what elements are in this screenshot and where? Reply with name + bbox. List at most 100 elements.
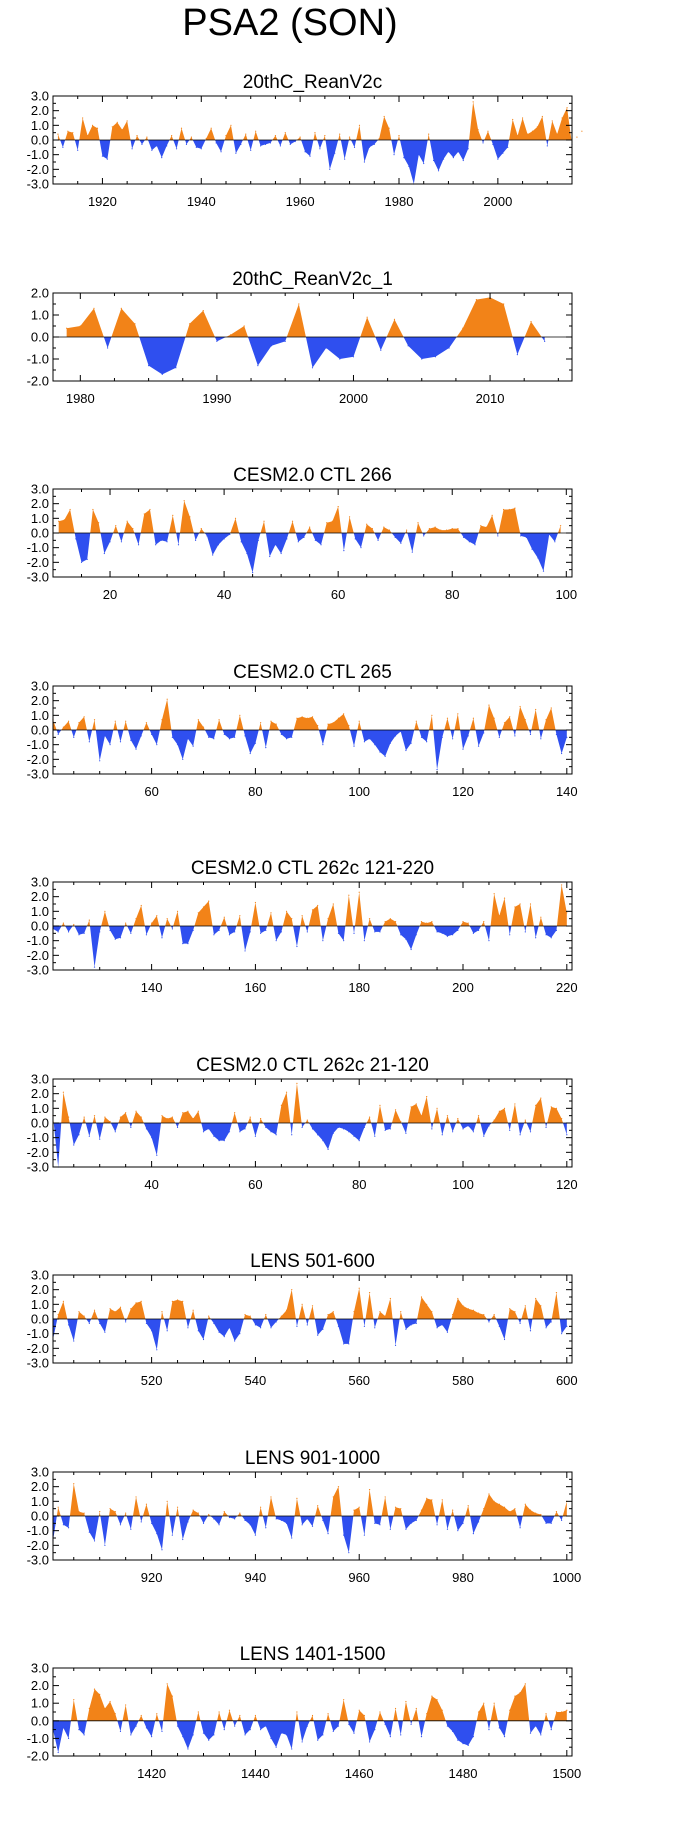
data-point <box>265 1526 267 1528</box>
data-point <box>67 130 69 132</box>
x-tick-label: 920 <box>141 1570 163 1585</box>
data-point <box>225 135 227 137</box>
data-point <box>535 708 537 710</box>
data-point <box>474 544 476 546</box>
data-point <box>291 918 293 920</box>
data-point <box>348 1343 350 1345</box>
data-point <box>114 1713 116 1715</box>
data-point <box>202 309 204 311</box>
data-point <box>73 1699 75 1701</box>
data-point <box>145 1727 148 1729</box>
data-point <box>205 137 207 140</box>
data-point <box>311 1127 314 1129</box>
y-tick-label: 2.0 <box>31 1678 49 1693</box>
data-point <box>334 152 336 154</box>
data-point <box>368 1488 371 1490</box>
data-point <box>498 1727 500 1729</box>
data-point <box>161 157 163 159</box>
data-point <box>488 940 490 942</box>
data-point <box>223 1510 225 1512</box>
data-point <box>480 525 482 527</box>
y-tick-label: -3.0 <box>27 1159 49 1174</box>
data-point <box>291 1536 293 1539</box>
data-point <box>250 149 252 151</box>
y-tick-label: 3.0 <box>31 1071 49 1086</box>
x-tick-label: 200 <box>452 980 474 995</box>
data-point <box>109 929 111 931</box>
y-tick-label: -2.0 <box>27 373 49 388</box>
data-point <box>331 520 334 522</box>
data-point <box>467 148 469 150</box>
y-tick-label: -2.0 <box>27 948 49 963</box>
data-point <box>156 145 158 147</box>
data-point <box>135 747 137 750</box>
data-point <box>317 1133 319 1135</box>
data-point <box>145 1127 148 1129</box>
data-point <box>135 1110 137 1112</box>
data-point <box>545 934 547 936</box>
data-point <box>62 1300 64 1302</box>
data-point <box>358 124 361 126</box>
data-point <box>457 929 459 931</box>
data-point <box>379 1523 381 1525</box>
data-point <box>306 1517 308 1520</box>
data-point <box>317 1739 319 1741</box>
data-point <box>93 307 95 309</box>
data-point <box>239 915 241 917</box>
y-tick-label: 2.0 <box>31 1282 49 1297</box>
data-point <box>343 712 345 714</box>
data-point <box>62 1523 64 1525</box>
data-point <box>286 538 288 540</box>
data-point <box>508 508 510 511</box>
chart-panel: CESM2.0 CTL 262c 21-1203.02.01.00.0-1.0-… <box>27 1055 578 1192</box>
y-tick-label: 1.0 <box>31 1493 49 1508</box>
x-tick-label: 1460 <box>345 1766 374 1781</box>
data-point <box>208 1127 210 1129</box>
data-point <box>314 539 316 541</box>
data-point <box>135 1725 137 1727</box>
data-point <box>446 1528 449 1530</box>
data-point <box>405 1700 407 1703</box>
data-point <box>344 158 346 160</box>
data-point <box>66 327 68 329</box>
data-point <box>436 768 438 770</box>
data-point <box>498 736 500 738</box>
data-point <box>202 1130 205 1132</box>
data-point <box>301 1303 303 1305</box>
data-point <box>383 115 385 118</box>
data-point <box>327 723 329 725</box>
data-point <box>187 1110 189 1112</box>
data-point <box>197 1110 199 1112</box>
data-point <box>561 884 563 886</box>
data-point <box>451 528 453 530</box>
data-point <box>426 1713 428 1715</box>
data-point <box>306 931 308 933</box>
x-tick-label: 20 <box>103 587 117 602</box>
data-point <box>254 1135 257 1137</box>
data-point <box>358 1506 360 1508</box>
data-point <box>488 1124 490 1127</box>
data-point <box>285 1091 288 1093</box>
y-tick-label: -1.0 <box>27 540 49 555</box>
positive-area <box>66 296 545 337</box>
data-point <box>441 1709 443 1711</box>
data-point <box>140 734 142 736</box>
data-point <box>135 1495 137 1498</box>
data-point <box>327 1532 329 1534</box>
data-point <box>130 1528 132 1530</box>
data-point <box>151 922 153 924</box>
data-point <box>514 1102 516 1105</box>
data-point <box>332 1311 334 1313</box>
y-tick-label: -2.0 <box>27 162 49 177</box>
data-point <box>420 1509 423 1511</box>
data-point <box>566 107 568 109</box>
data-point <box>86 558 88 560</box>
data-point <box>228 1709 231 1711</box>
data-point <box>540 916 542 918</box>
data-point <box>405 1528 407 1530</box>
data-point <box>220 151 222 153</box>
data-point <box>67 1737 70 1739</box>
data-point <box>400 730 402 732</box>
y-tick-label: 1.0 <box>31 707 49 722</box>
data-point <box>297 541 299 543</box>
